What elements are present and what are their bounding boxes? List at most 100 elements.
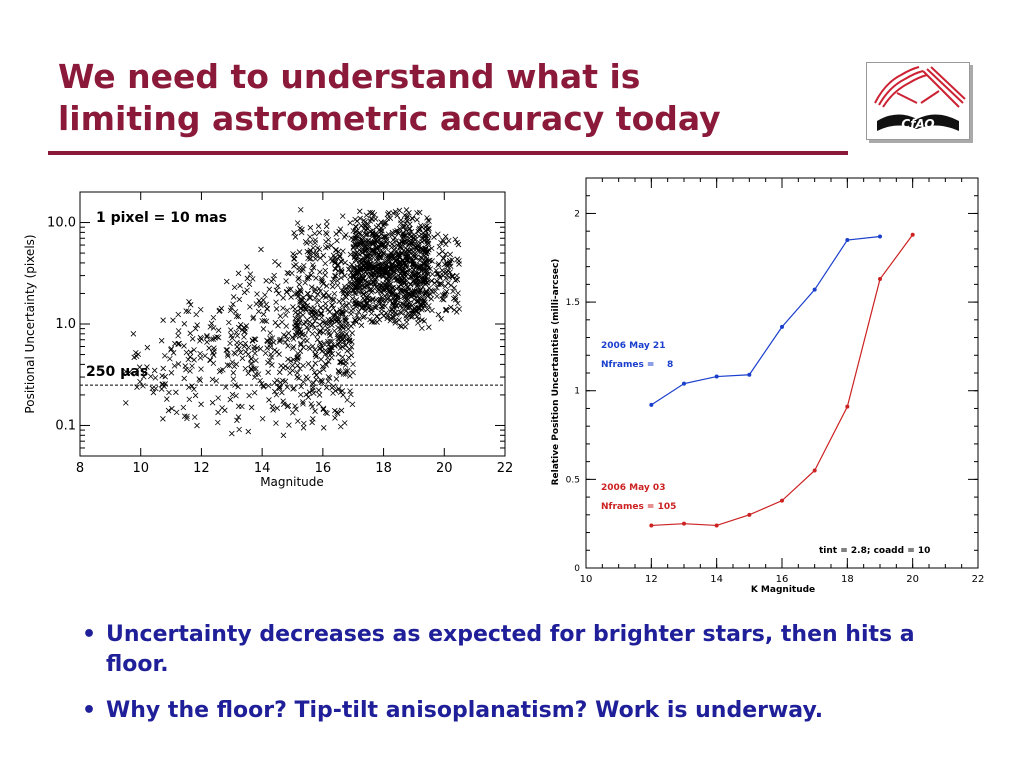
scatter-point	[312, 256, 319, 262]
scatter-point	[333, 309, 340, 316]
scatter-point	[329, 302, 336, 309]
scatter-point	[197, 377, 203, 384]
scatter-point	[250, 314, 257, 321]
scatter-point	[234, 332, 241, 339]
x-tick-label: 22	[497, 461, 514, 476]
scatter-point	[362, 222, 369, 229]
scatter-point	[360, 263, 367, 270]
scatter-point	[332, 388, 339, 394]
y-tick-label: 0.5	[566, 475, 580, 485]
scatter-point	[308, 272, 314, 278]
scatter-point	[253, 357, 259, 364]
scatter-point	[204, 333, 210, 339]
scatter-point	[159, 373, 165, 379]
scatter-point	[285, 270, 292, 277]
scatter-point	[350, 236, 357, 243]
scatter-point	[303, 307, 309, 313]
scatter-point	[187, 302, 194, 308]
scatter-point	[309, 381, 316, 388]
scatter-point	[332, 266, 339, 272]
scatter-point	[350, 228, 357, 234]
scatter-point	[420, 278, 426, 284]
scatter-point	[438, 281, 445, 288]
scatter-point	[376, 284, 383, 291]
scatter-point	[435, 262, 441, 269]
scatter-point	[335, 385, 342, 392]
data-point	[845, 238, 850, 243]
scatter-point	[246, 392, 252, 399]
scatter-point	[398, 278, 404, 285]
scatter-point	[294, 291, 300, 297]
scatter-point	[231, 284, 238, 291]
scatter-point	[144, 364, 150, 370]
scatter-point	[247, 304, 253, 310]
scatter-point	[144, 344, 151, 351]
scatter-point	[370, 232, 377, 239]
scatter-point	[191, 414, 198, 420]
scatter-point	[260, 311, 267, 318]
scatter-point	[285, 343, 291, 349]
scatter-point	[319, 378, 325, 384]
scatter-point	[247, 271, 254, 277]
scatter-point	[438, 316, 444, 322]
scatter-point	[271, 272, 277, 279]
scatter-point	[297, 365, 303, 372]
scatter-point	[150, 389, 157, 396]
scatter-point	[309, 309, 316, 316]
scatter-point	[291, 256, 298, 262]
scatter-point	[197, 355, 204, 361]
x-tick-label: 10	[580, 574, 593, 585]
scatter-point	[316, 345, 323, 351]
scatter-point	[396, 284, 402, 290]
scatter-point	[406, 238, 412, 245]
line-axes: 10 12 14 16 18 20 22 0 0.5 1 1.5 2	[566, 178, 984, 585]
scatter-point	[400, 273, 407, 280]
scatter-point	[409, 313, 416, 320]
scatter-point	[300, 399, 306, 405]
scatter-point	[306, 389, 313, 395]
scatter-point	[252, 336, 259, 343]
data-point	[812, 468, 817, 473]
scatter-point	[290, 256, 297, 262]
scatter-point	[390, 273, 397, 279]
scatter-point	[176, 340, 182, 347]
scatter-point	[352, 317, 359, 324]
scatter-point	[312, 325, 318, 331]
scatter-point	[404, 295, 410, 301]
scatter-point	[309, 343, 316, 349]
scatter-point	[290, 386, 296, 392]
scatter-point	[389, 306, 395, 312]
scatter-point	[436, 243, 443, 250]
scatter-point	[315, 223, 322, 229]
scatter-point	[433, 267, 439, 274]
x-tick-label: 16	[315, 461, 332, 476]
y-tick-label: 0	[574, 564, 580, 574]
scatter-point	[361, 313, 368, 320]
scatter-point	[301, 262, 307, 269]
scatter-point	[264, 306, 270, 312]
scatter-point	[313, 275, 319, 281]
scatter-point	[251, 389, 258, 396]
scatter-point	[326, 375, 333, 381]
scatter-point	[227, 307, 234, 314]
scatter-point	[328, 296, 334, 302]
scatter-point	[290, 251, 296, 257]
scatter-point	[356, 230, 362, 236]
scatter-point	[280, 432, 287, 439]
scatter-point	[314, 336, 321, 343]
scatter-point	[265, 359, 271, 366]
scatter-point	[252, 350, 258, 357]
scatter-point	[264, 338, 271, 345]
scatter-point	[407, 281, 414, 288]
data-point	[747, 372, 752, 377]
scatter-point	[285, 356, 291, 363]
scatter-point	[192, 325, 199, 332]
scatter-point	[406, 225, 413, 232]
scatter-point	[211, 345, 217, 351]
scatter-point	[445, 237, 452, 244]
scatter-point	[443, 306, 449, 313]
scatter-point	[169, 405, 175, 412]
scatter-point	[363, 247, 370, 254]
scatter-point	[375, 267, 382, 273]
scatter-point	[403, 304, 410, 310]
